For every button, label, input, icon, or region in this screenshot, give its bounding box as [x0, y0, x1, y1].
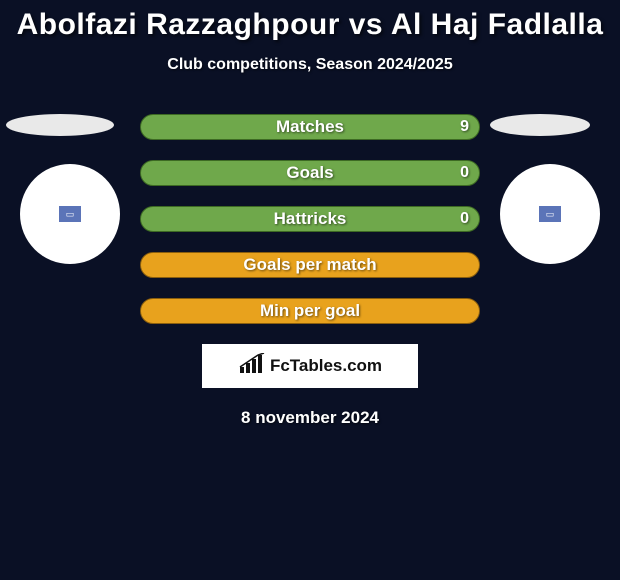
page-subtitle: Club competitions, Season 2024/2025 [0, 56, 620, 74]
player-left-avatar: ▭ [20, 164, 120, 264]
player-right-badge-icon: ▭ [539, 206, 561, 222]
stat-bar: Hattricks 0 [140, 206, 480, 232]
comparison-bars: Matches 9 Goals 0 Hattricks 0 Goals per match M… [140, 114, 480, 324]
stat-bar-label: Hattricks [274, 209, 347, 229]
stat-bar: Min per goal [140, 298, 480, 324]
stat-bar-value: 9 [460, 118, 469, 136]
player-right-avatar: ▭ [500, 164, 600, 264]
player-right-shadow-ellipse [490, 114, 590, 136]
brand-chart-icon [238, 353, 266, 380]
stat-bar-label: Goals per match [243, 255, 376, 275]
brand-text: FcTables.com [270, 356, 382, 376]
brand-box: FcTables.com [202, 344, 418, 388]
player-left-shadow-ellipse [6, 114, 114, 136]
stat-bar: Matches 9 [140, 114, 480, 140]
stat-bar-value: 0 [460, 210, 469, 228]
stat-bar-label: Min per goal [260, 301, 360, 321]
stat-bar: Goals 0 [140, 160, 480, 186]
stat-bar-value: 0 [460, 164, 469, 182]
stat-bar-label: Matches [276, 117, 344, 137]
page-title: Abolfazi Razzaghpour vs Al Haj Fadlalla [0, 0, 620, 42]
stat-bar: Goals per match [140, 252, 480, 278]
footer-date: 8 november 2024 [0, 408, 620, 428]
player-left-badge-icon: ▭ [59, 206, 81, 222]
comparison-chart: ▭ ▭ Matches 9 Goals 0 Hattricks 0 Goals per ma… [0, 114, 620, 428]
stat-bar-label: Goals [286, 163, 333, 183]
